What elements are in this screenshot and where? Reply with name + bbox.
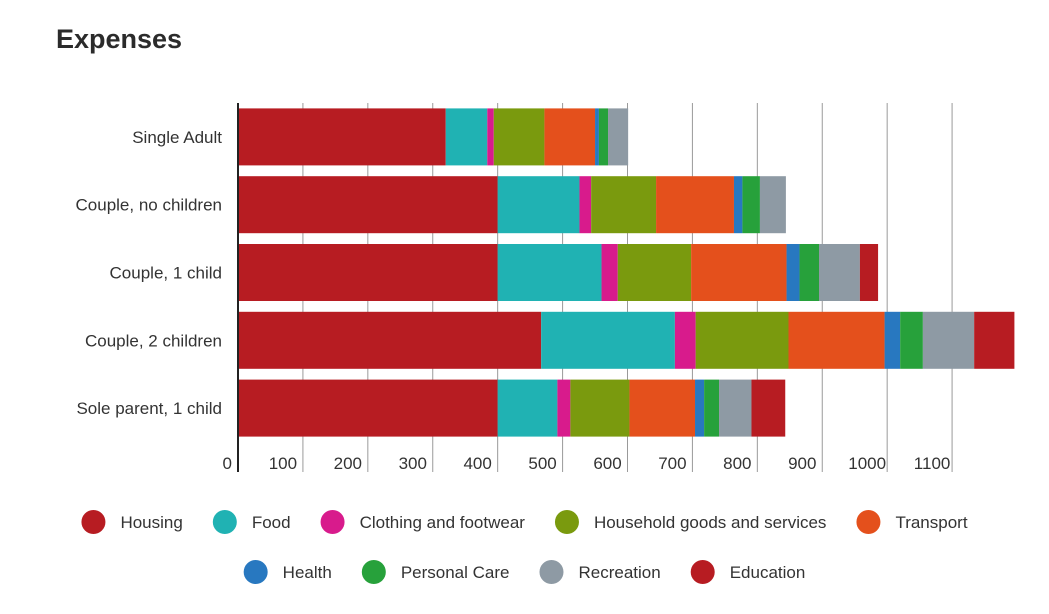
x-tick-label: 0 xyxy=(223,454,232,473)
category-labels: Single Adult Couple, no children Couple, 1… xyxy=(76,128,223,418)
bar-couple-no-children-health xyxy=(733,176,743,234)
bar-couple-no-children-personal-care xyxy=(742,176,760,234)
legend-label-clothing-and-footwear: Clothing and footwear xyxy=(360,513,526,532)
bar-couple-no-children-food xyxy=(497,176,580,234)
bar-single-adult-food xyxy=(445,108,488,166)
bar-couple-2-children-household-goods-and-services xyxy=(695,311,789,369)
bar-couple-2-children-personal-care xyxy=(900,311,923,369)
category-label: Sole parent, 1 child xyxy=(76,399,222,418)
bar-couple-1-child-transport xyxy=(691,244,787,301)
bar-couple-no-children-transport xyxy=(656,176,734,234)
bar-couple-1-child-recreation xyxy=(819,244,860,301)
bar-single-adult-transport xyxy=(544,108,596,166)
legend-marker-personal-care xyxy=(361,560,386,584)
x-tick-label: 400 xyxy=(463,454,491,473)
legend-marker-education xyxy=(690,560,715,584)
bar-couple-1-child-housing xyxy=(238,244,498,301)
legend-label-education: Education xyxy=(730,563,806,582)
legend-marker-food xyxy=(212,510,237,534)
bar-single-adult-recreation xyxy=(608,108,629,166)
bar-sole-parent-1-child-clothing-and-footwear xyxy=(557,379,571,437)
bar-couple-1-child-personal-care xyxy=(799,244,820,301)
x-tick-label: 300 xyxy=(399,454,427,473)
category-label: Couple, no children xyxy=(76,196,222,215)
bar-couple-no-children-clothing-and-footwear xyxy=(579,176,592,234)
legend-marker-health xyxy=(243,560,268,584)
category-label: Couple, 2 children xyxy=(85,331,222,350)
legend-label-food: Food xyxy=(252,513,291,532)
bars xyxy=(238,108,1015,437)
x-tick-label: 200 xyxy=(334,454,362,473)
legend-marker-transport xyxy=(856,510,881,534)
bar-couple-2-children-housing xyxy=(238,311,542,369)
bar-couple-2-children-health xyxy=(884,311,901,369)
legend-label-health: Health xyxy=(283,563,332,582)
legend-marker-clothing-and-footwear xyxy=(320,510,345,534)
bar-couple-no-children-housing xyxy=(238,176,498,234)
legend-marker-recreation xyxy=(539,560,564,584)
category-label: Couple, 1 child xyxy=(110,264,222,283)
legend-label-housing: Housing xyxy=(120,513,182,532)
bar-sole-parent-1-child-household-goods-and-services xyxy=(570,379,630,437)
x-tick-label: 700 xyxy=(658,454,686,473)
category-label: Single Adult xyxy=(132,128,222,147)
bar-couple-2-children-education xyxy=(974,311,1015,369)
bar-sole-parent-1-child-education xyxy=(751,379,786,437)
bar-couple-2-children-transport xyxy=(788,311,885,369)
legend-label-recreation: Recreation xyxy=(578,563,660,582)
x-tick-label: 1000 xyxy=(848,454,886,473)
bar-couple-no-children-household-goods-and-services xyxy=(591,176,657,234)
legend-marker-household-goods-and-services xyxy=(554,510,579,534)
bar-couple-1-child-food xyxy=(497,244,602,301)
bar-couple-2-children-recreation xyxy=(922,311,975,369)
bar-sole-parent-1-child-personal-care xyxy=(704,379,720,437)
bar-sole-parent-1-child-transport xyxy=(629,379,696,437)
chart-title: Expenses xyxy=(56,24,183,54)
x-tick-label: 800 xyxy=(723,454,751,473)
legend-marker-housing xyxy=(81,510,106,534)
bar-single-adult-personal-care xyxy=(598,108,609,166)
bar-single-adult-clothing-and-footwear xyxy=(487,108,494,166)
x-tick-label: 900 xyxy=(788,454,816,473)
legend-label-personal-care: Personal Care xyxy=(401,563,510,582)
x-tick-label: 100 xyxy=(269,454,297,473)
x-tick-labels: 0 100 200 300 400 500 600 700 800 900 1000 1100 xyxy=(223,454,951,473)
bar-couple-2-children-clothing-and-footwear xyxy=(674,311,696,369)
bar-couple-no-children-recreation xyxy=(759,176,786,234)
bar-single-adult-housing xyxy=(238,108,446,166)
bar-sole-parent-1-child-food xyxy=(497,379,558,437)
bar-couple-1-child-clothing-and-footwear xyxy=(601,244,618,301)
bar-sole-parent-1-child-recreation xyxy=(719,379,752,437)
bar-couple-1-child-household-goods-and-services xyxy=(617,244,692,301)
bar-couple-2-children-food xyxy=(541,311,675,369)
legend: Housing Food Clothing and footwear Househol… xyxy=(81,510,968,584)
bar-single-adult-health xyxy=(595,108,599,166)
legend-label-transport: Transport xyxy=(895,513,967,532)
legend-label-household-goods-and-services: Household goods and services xyxy=(594,513,826,532)
bar-single-adult-household-goods-and-services xyxy=(493,108,545,166)
bar-couple-1-child-health xyxy=(786,244,800,301)
x-tick-label: 1100 xyxy=(914,454,951,473)
x-tick-label: 500 xyxy=(528,454,556,473)
bar-sole-parent-1-child-health xyxy=(695,379,705,437)
bar-sole-parent-1-child-housing xyxy=(238,379,498,437)
bar-couple-1-child-education xyxy=(859,244,879,301)
x-tick-label: 600 xyxy=(593,454,621,473)
